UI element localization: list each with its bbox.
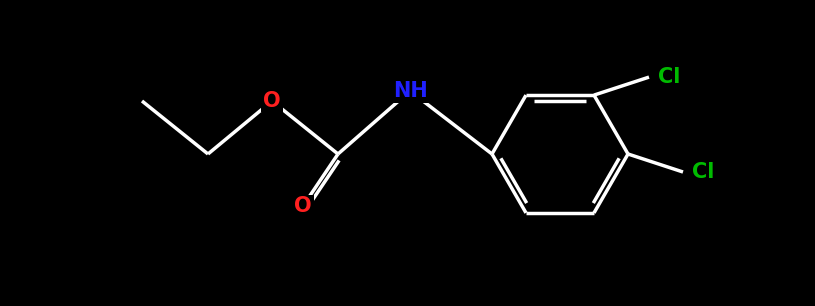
Text: NH: NH bbox=[393, 81, 427, 101]
Bar bbox=[391, 79, 429, 103]
Bar bbox=[292, 195, 314, 217]
Text: O: O bbox=[263, 91, 281, 111]
Bar bbox=[261, 90, 283, 112]
Text: Cl: Cl bbox=[692, 162, 714, 182]
Text: Cl: Cl bbox=[658, 67, 681, 87]
Text: O: O bbox=[294, 196, 312, 216]
